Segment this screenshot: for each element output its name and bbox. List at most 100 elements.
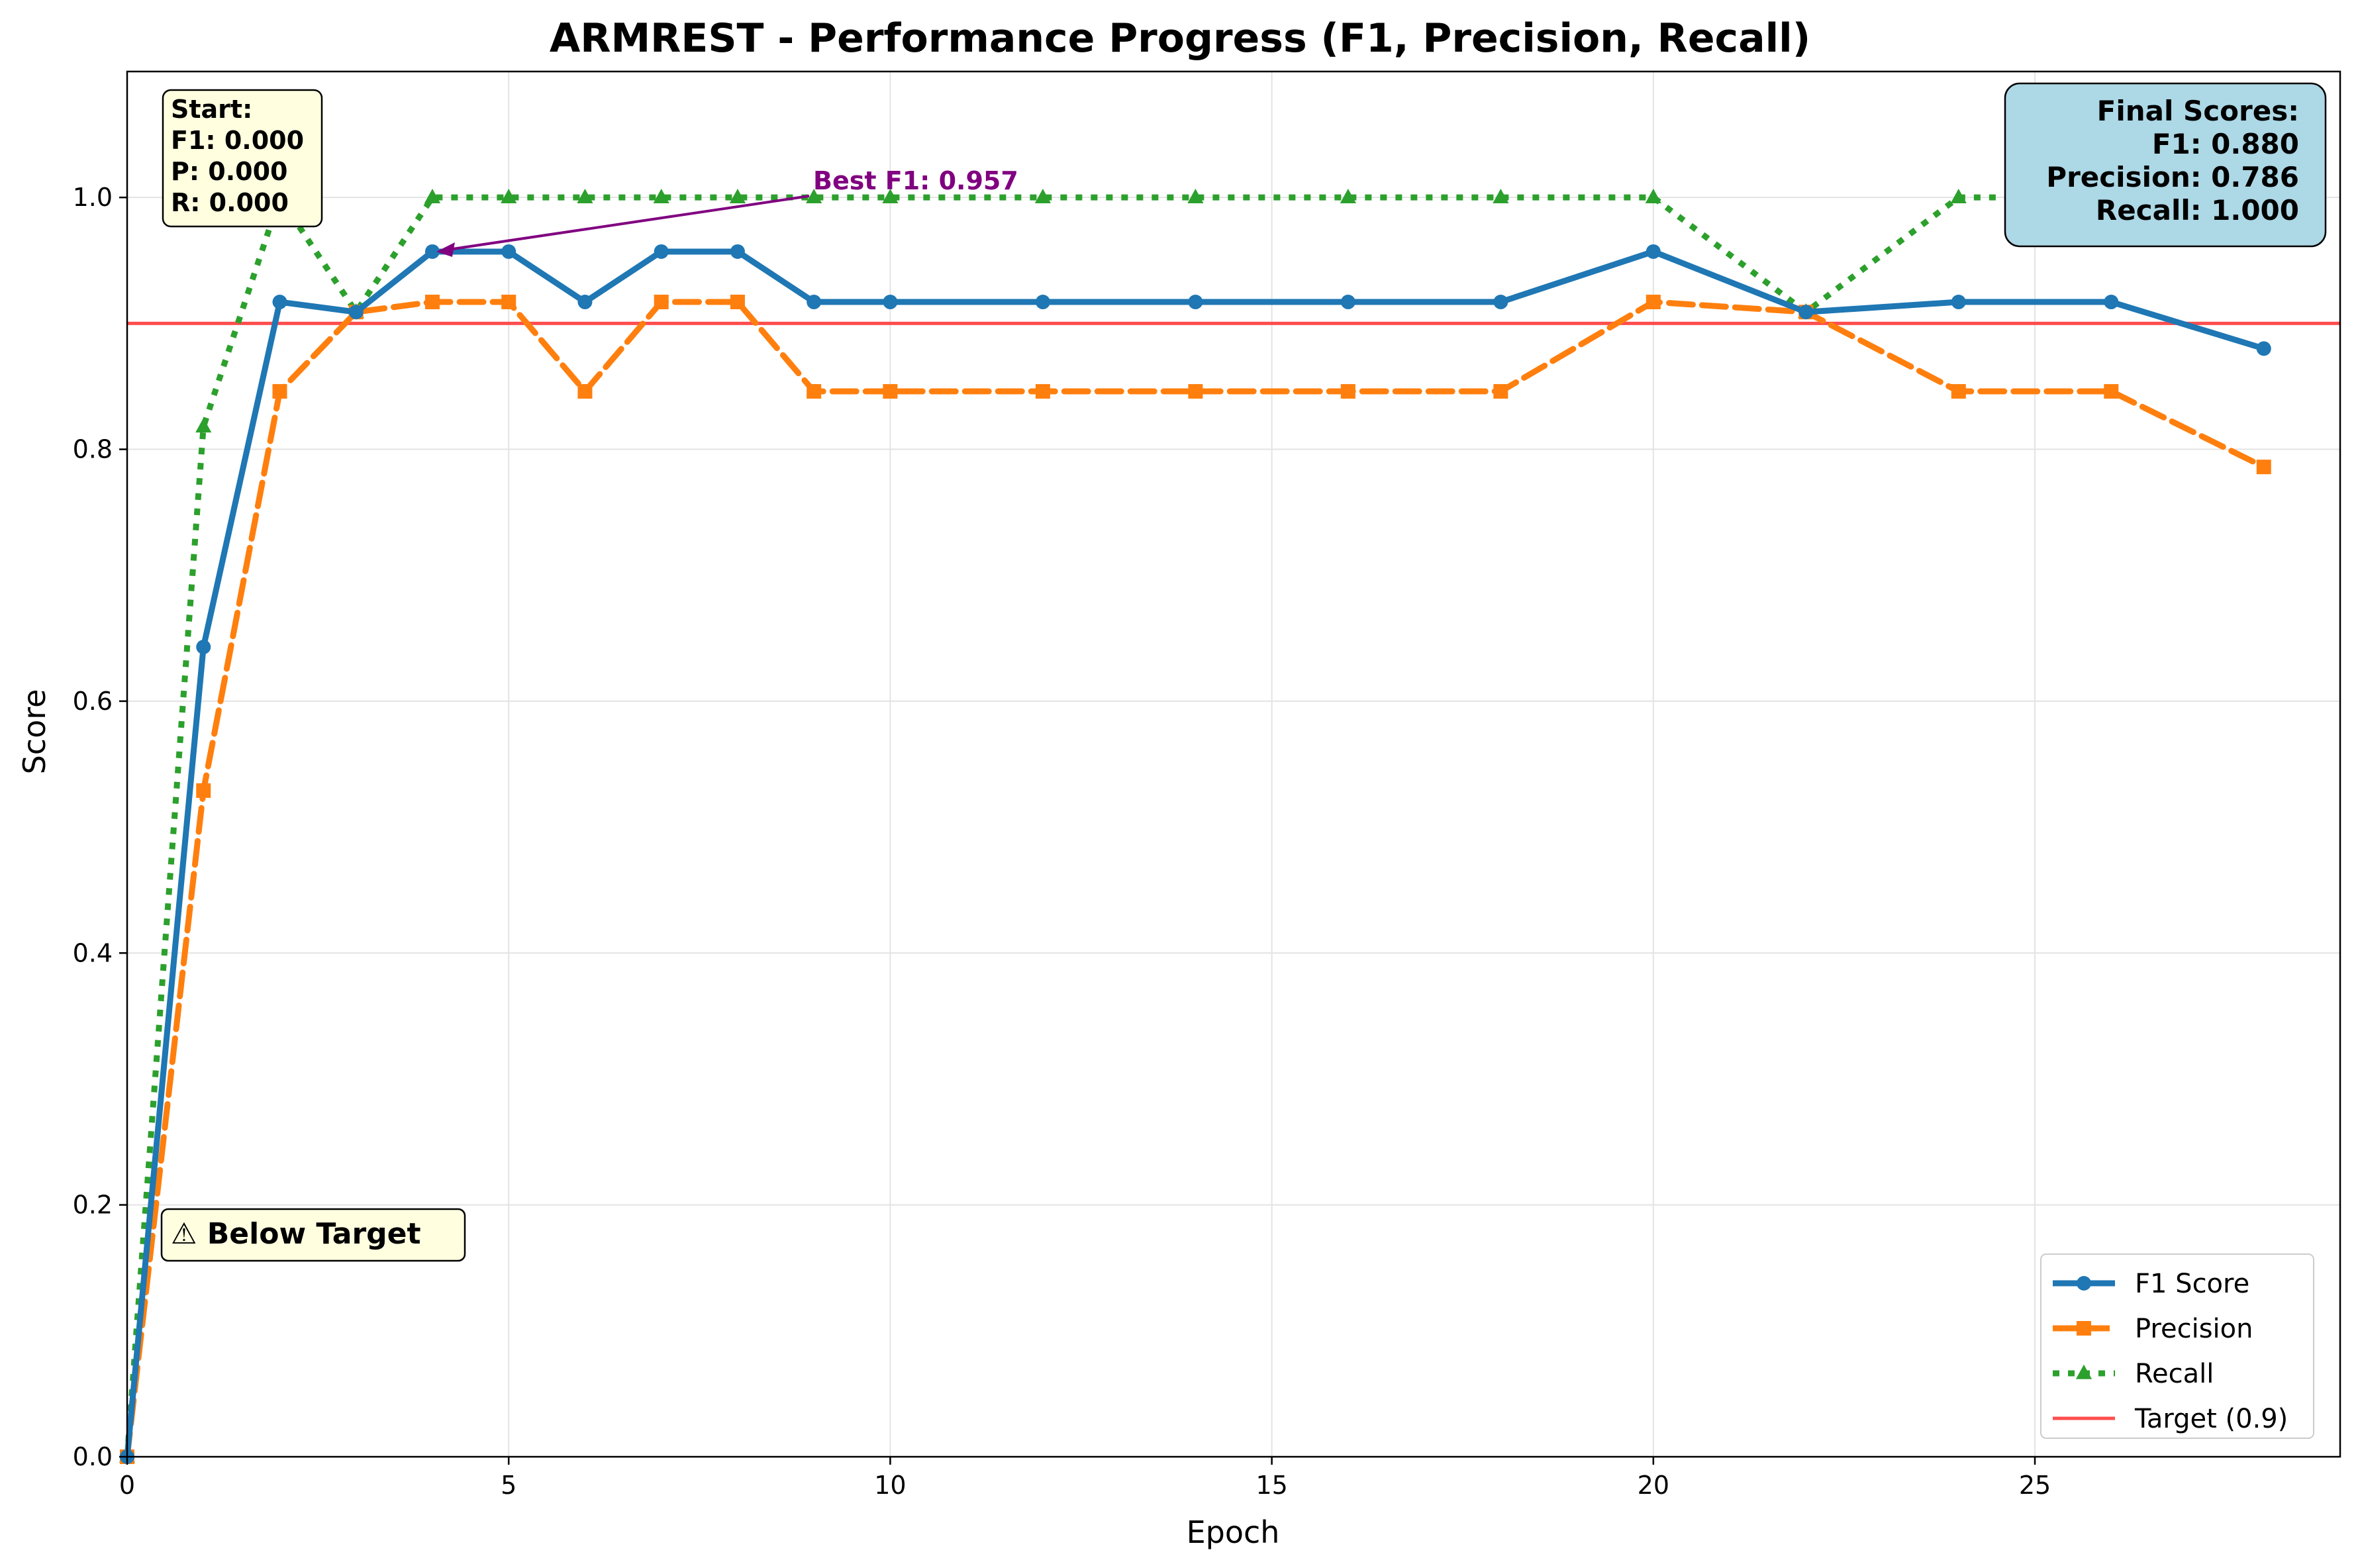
x-tick-label: 15 — [1255, 1471, 1287, 1500]
y-tick-label: 0.0 — [73, 1442, 113, 1471]
data-point — [2104, 295, 2119, 310]
axis-ticks: 0 5 10 15 20 25 0.0 0.2 0.4 0.6 0.8 1.0 — [73, 183, 2051, 1500]
legend-label: F1 Score — [2135, 1269, 2249, 1299]
start-box-line: Start: — [171, 95, 252, 124]
final-box-frame — [2004, 82, 2327, 248]
start-box-line: R: 0.000 — [171, 188, 289, 217]
best-f1-arrow — [448, 195, 810, 251]
legend-marker — [2077, 1321, 2091, 1336]
data-point — [2256, 460, 2271, 475]
y-tick-label: 1.0 — [73, 183, 113, 212]
data-point — [1646, 295, 1661, 310]
y-axis-label: Score — [17, 689, 52, 775]
x-axis-label: Epoch — [1187, 1514, 1280, 1550]
legend-item: Target (0.9) — [2053, 1404, 2288, 1434]
legend-label: Precision — [2135, 1314, 2253, 1344]
start-box-line: F1: 0.000 — [171, 126, 304, 155]
data-point — [1493, 295, 1508, 310]
data-point — [1951, 384, 1966, 399]
data-point — [577, 295, 593, 310]
data-point — [501, 295, 516, 310]
data-point — [883, 295, 898, 310]
final-box-line: Final Scores: — [2097, 95, 2299, 127]
series-f1-score — [120, 244, 2271, 1464]
data-point — [1798, 305, 1814, 320]
series-line — [124, 194, 2264, 1457]
series-precision — [120, 295, 2271, 1464]
data-point — [807, 384, 822, 399]
series-line — [124, 248, 2267, 1460]
data-point — [1340, 188, 1356, 203]
x-tick-label: 0 — [119, 1471, 135, 1500]
y-tick-label: 0.8 — [73, 435, 113, 464]
below-target-annotation: ⚠ Below Target — [160, 1208, 466, 1262]
data-point — [654, 295, 669, 310]
data-point — [196, 640, 211, 655]
data-point — [1035, 295, 1050, 310]
y-tick-label: 0.6 — [73, 687, 113, 716]
legend-marker — [2075, 1364, 2092, 1379]
start-box-line: P: 0.000 — [171, 157, 287, 186]
series-line — [124, 299, 2267, 1460]
data-point — [1340, 295, 1355, 310]
data-point — [1646, 244, 1661, 259]
data-point — [577, 384, 593, 399]
start-box-frame — [162, 89, 323, 228]
data-point — [272, 295, 287, 310]
legend-label: Target (0.9) — [2134, 1404, 2288, 1434]
data-point — [2104, 384, 2119, 399]
data-point — [730, 244, 745, 259]
legend-label: Recall — [2135, 1359, 2214, 1389]
legend-item: Recall — [2053, 1359, 2214, 1389]
data-point — [196, 783, 211, 798]
x-tick-label: 10 — [874, 1471, 906, 1500]
data-point — [729, 188, 746, 203]
series-recall — [119, 188, 2272, 1463]
x-tick-label: 5 — [501, 1471, 516, 1500]
best-f1-arrowhead — [436, 242, 455, 257]
chart-title: ARMREST - Performance Progress (F1, Prec… — [550, 15, 1810, 62]
data-point — [2256, 341, 2271, 356]
data-point — [1034, 188, 1051, 203]
data-point — [653, 188, 669, 203]
data-point — [1188, 384, 1203, 399]
final-box-line: Recall: 1.000 — [2096, 194, 2299, 226]
data-point — [195, 418, 212, 433]
final-box-line: Precision: 0.786 — [2046, 161, 2299, 193]
warning-box-frame — [160, 1208, 466, 1262]
legend-item: F1 Score — [2053, 1269, 2249, 1299]
series-layer — [119, 188, 2272, 1464]
legend-marker — [2077, 1276, 2091, 1291]
data-point — [501, 244, 516, 259]
warning-text: ⚠ Below Target — [171, 1217, 421, 1251]
best-f1-annotation: Best F1: 0.957 — [436, 166, 1018, 257]
y-tick-label: 0.2 — [73, 1191, 113, 1220]
data-point — [1188, 295, 1203, 310]
data-point — [501, 188, 517, 203]
x-tick-label: 25 — [2019, 1471, 2051, 1500]
plot-frame — [126, 70, 2341, 1458]
data-point — [807, 295, 822, 310]
y-tick-label: 0.4 — [73, 938, 113, 967]
data-point — [424, 295, 440, 310]
data-point — [882, 188, 899, 203]
data-point — [272, 384, 287, 399]
data-point — [1493, 188, 1509, 203]
data-point — [424, 244, 440, 259]
data-point — [1187, 188, 1204, 203]
data-point — [1493, 384, 1508, 399]
legend-frame — [2040, 1253, 2314, 1439]
data-point — [806, 188, 822, 203]
data-point — [730, 295, 745, 310]
data-point — [1645, 188, 1661, 203]
legend-item: Precision — [2053, 1314, 2253, 1344]
data-point — [348, 305, 364, 320]
final-box-line: F1: 0.880 — [2152, 128, 2299, 160]
data-point — [1035, 384, 1050, 399]
data-point — [1950, 188, 1967, 203]
data-point — [577, 188, 593, 203]
data-point — [424, 188, 441, 203]
